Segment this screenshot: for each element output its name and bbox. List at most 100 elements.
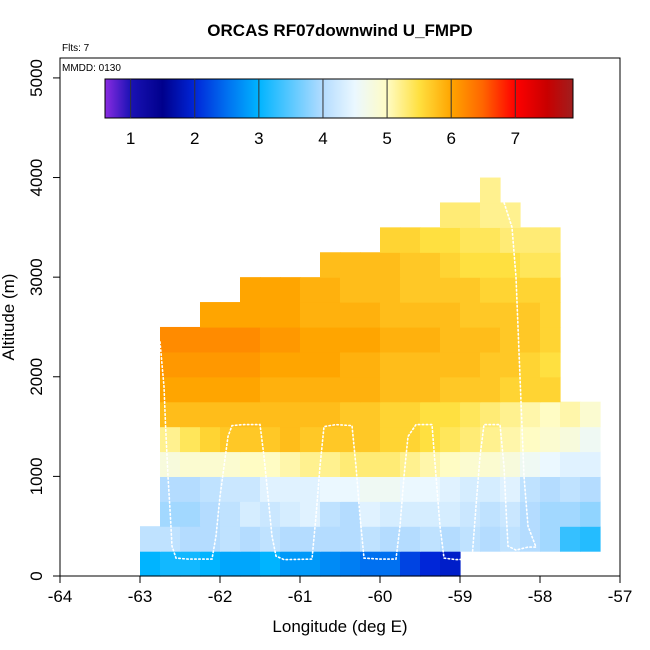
heatmap-cell: [460, 451, 481, 477]
heatmap-cell: [260, 277, 281, 303]
heatmap-cell: [400, 252, 421, 278]
heatmap-cell: [320, 526, 341, 552]
heatmap-cell: [580, 451, 601, 477]
heatmap-cell: [480, 376, 501, 403]
x-axis: -64 -63 -62 -61 -60 -59 -58 -57: [48, 575, 632, 606]
heatmap-cell: [460, 252, 481, 278]
heatmap-cell: [160, 476, 181, 502]
heatmap-cell: [520, 401, 541, 428]
heatmap-cell: [240, 277, 261, 303]
heatmap-cell: [400, 351, 421, 378]
heatmap-cell: [420, 302, 441, 328]
heatmap-cell: [400, 526, 421, 552]
x-tick-label: -59: [448, 587, 473, 606]
heatmap-cell: [420, 476, 441, 502]
heatmap-cell: [400, 401, 421, 428]
heatmap-cell: [340, 401, 361, 428]
heatmap-cell: [380, 302, 401, 328]
heatmap-cell: [380, 426, 401, 453]
heatmap-cell: [500, 326, 521, 353]
heatmap-cell: [220, 376, 241, 403]
heatmap-cell: [500, 227, 521, 253]
heatmap-cell: [480, 252, 501, 278]
heatmap-cell: [540, 351, 561, 378]
heatmap-cell: [440, 501, 461, 527]
heatmap-cell: [560, 526, 581, 552]
colorbar-tick-label: 6: [446, 129, 455, 148]
heatmap-cell: [340, 501, 361, 527]
heatmap-cell: [180, 526, 201, 552]
heatmap-cell: [300, 526, 321, 552]
heatmap-cell: [440, 202, 461, 228]
heatmap-cell: [500, 401, 521, 428]
heatmap-cell: [460, 526, 481, 552]
heatmap-cell: [200, 351, 221, 378]
heatmap-cell: [280, 326, 301, 353]
heatmap-cell: [500, 351, 521, 378]
heatmap-cell: [420, 277, 441, 303]
heatmap-cell: [320, 376, 341, 403]
heatmap-cell: [340, 476, 361, 502]
heatmap-cell: [240, 501, 261, 527]
heatmap-cell: [420, 351, 441, 378]
heatmap-cell: [320, 551, 341, 577]
heatmap-cell: [400, 426, 421, 453]
heatmap-cell: [420, 451, 441, 477]
heatmap-cell: [220, 351, 241, 378]
heatmap-cell: [240, 401, 261, 428]
heatmap-cell: [540, 302, 561, 328]
heatmap-cell: [160, 376, 181, 403]
heatmap-cell: [460, 476, 481, 502]
heatmap-cell: [440, 277, 461, 303]
heatmap-cell: [520, 326, 541, 353]
heatmap-cell: [280, 451, 301, 477]
heatmap-cell: [520, 501, 541, 527]
heatmap-cell: [280, 551, 301, 577]
heatmap-cell: [500, 202, 521, 228]
flight-track-line: [159, 201, 538, 561]
heatmap-cell: [260, 302, 281, 328]
heatmap-cell: [160, 551, 181, 577]
heatmap-cell: [500, 526, 521, 552]
heatmap-cell: [500, 277, 521, 303]
x-axis-label: Longitude (deg E): [272, 617, 407, 636]
colorbar-gradient: [104, 78, 574, 119]
heatmap-cell: [420, 326, 441, 353]
y-axis: 0 1000 2000 3000 4000 5000: [27, 59, 60, 581]
heatmap-cell: [540, 252, 561, 278]
heatmap-cell: [540, 376, 561, 403]
heatmap-cell: [320, 351, 341, 378]
heatmap-cell: [480, 476, 501, 502]
heatmap-cell: [180, 551, 201, 577]
heatmap-cell: [240, 426, 261, 453]
heatmap-cell: [480, 177, 501, 204]
heatmap-cell: [440, 302, 461, 328]
heatmap-cell: [300, 302, 321, 328]
heatmap-cell: [320, 501, 341, 527]
heatmap-cell: [380, 252, 401, 278]
heatmap-cell: [440, 326, 461, 353]
heatmap-cell: [520, 426, 541, 453]
heatmap-cell: [280, 351, 301, 378]
heatmap-cell: [340, 526, 361, 552]
heatmap-cell: [480, 326, 501, 353]
heatmap-cell: [220, 551, 241, 577]
heatmap-cell: [480, 401, 501, 428]
heatmap-cell: [500, 376, 521, 403]
colorbar: 1 2 3 4 5 6 7: [104, 78, 574, 148]
heatmap-cell: [200, 451, 221, 477]
y-axis-label: Altitude (m): [0, 274, 18, 361]
heatmap-cell: [260, 476, 281, 502]
x-tick-label: -61: [288, 587, 313, 606]
heatmap-cell: [400, 277, 421, 303]
heatmap-cell: [360, 451, 381, 477]
heatmap-cell: [260, 551, 281, 577]
heatmap-cell: [420, 526, 441, 552]
heatmap-cell: [380, 277, 401, 303]
heatmap-cell: [560, 426, 581, 453]
x-tick-label: -62: [208, 587, 233, 606]
heatmap-cell: [400, 451, 421, 477]
heatmap-cell: [340, 426, 361, 453]
heatmap-cell: [520, 376, 541, 403]
heatmap-cell: [320, 252, 341, 278]
